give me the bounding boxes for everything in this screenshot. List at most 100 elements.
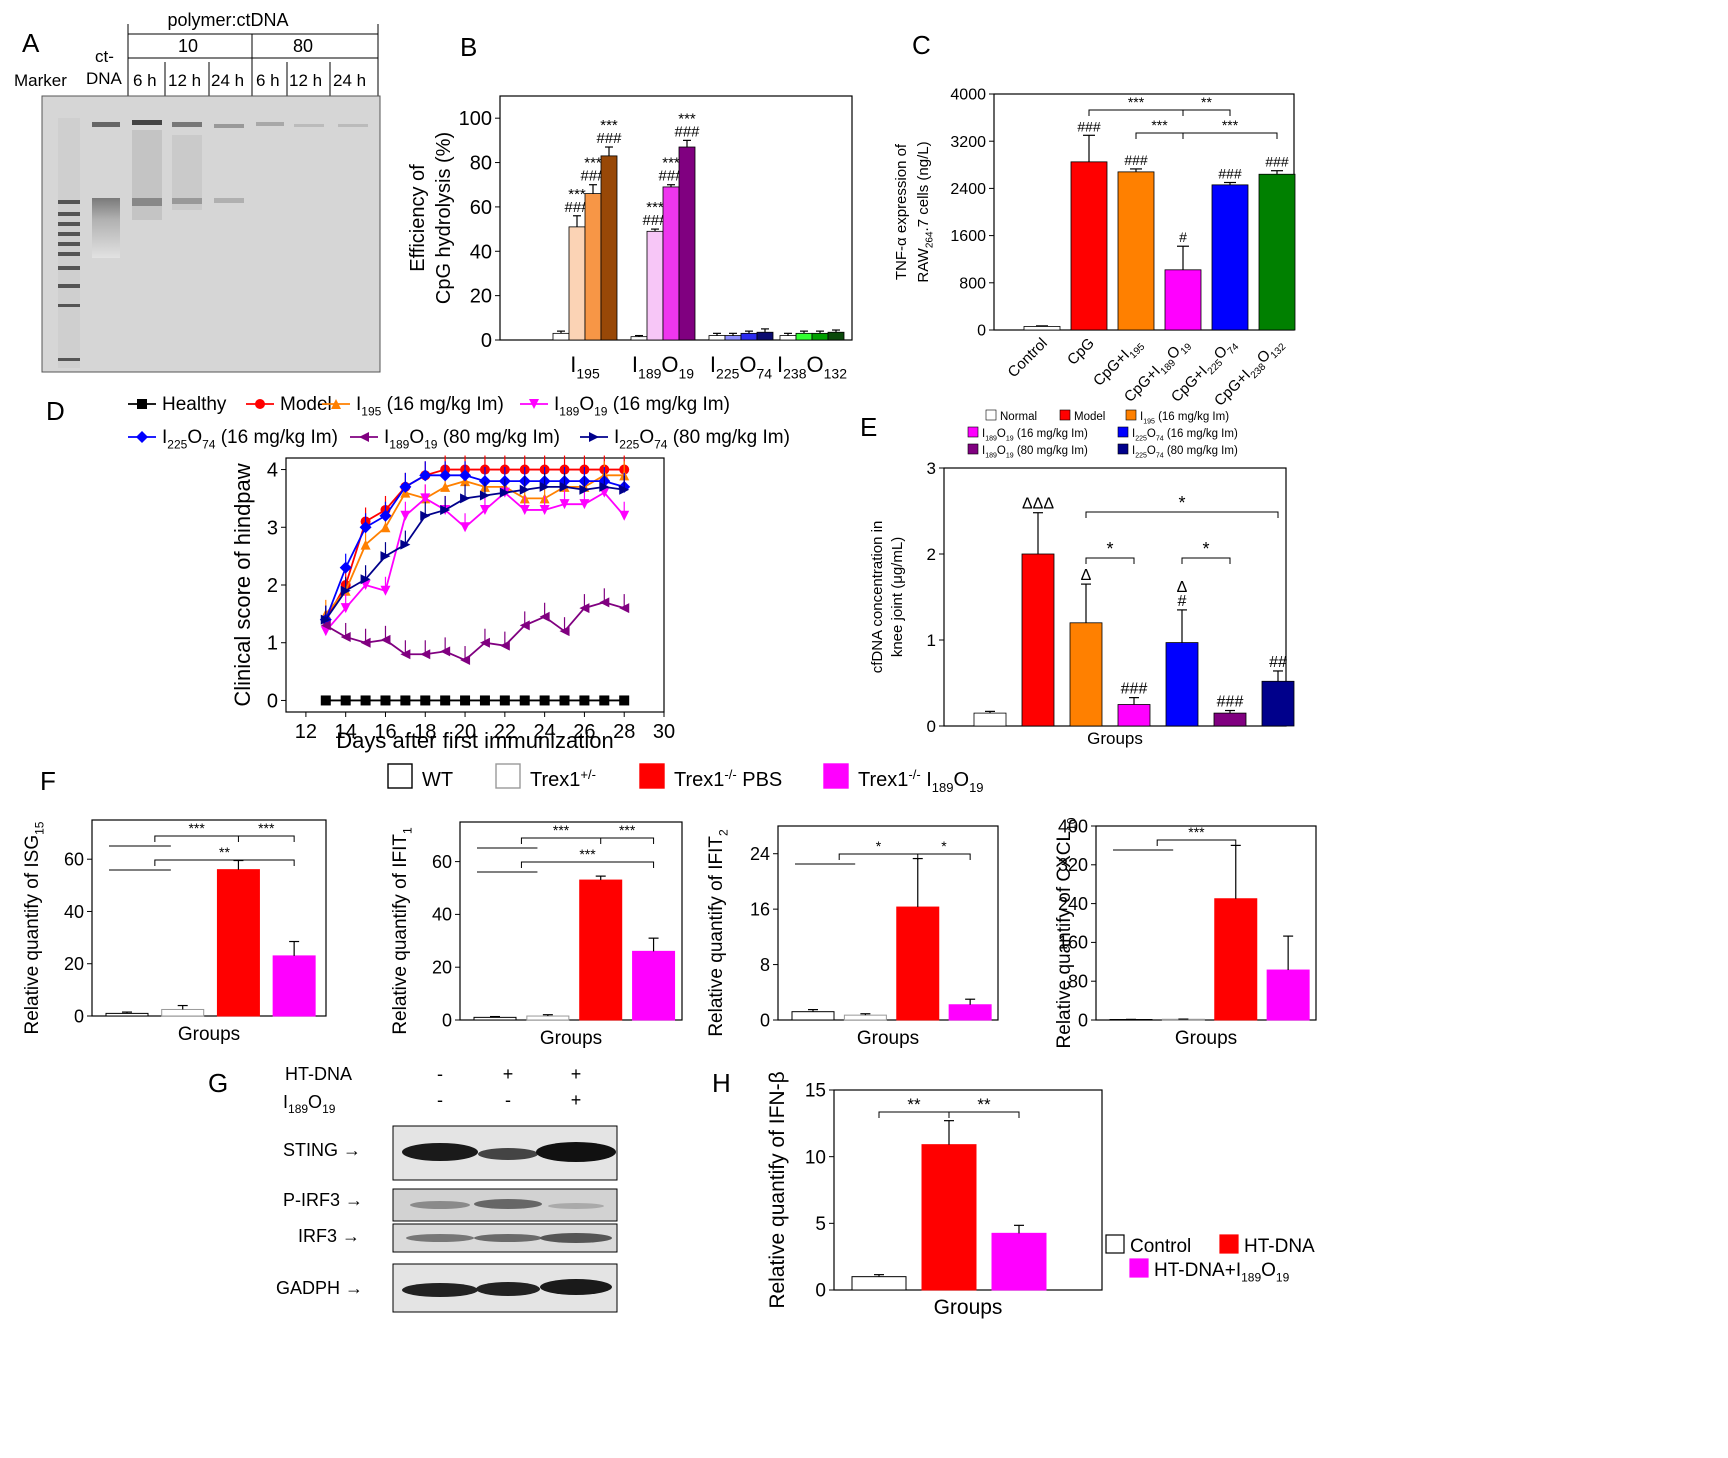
bar — [896, 906, 940, 1021]
y-tick-label: 60 — [470, 197, 492, 219]
y-tick-label: 0 — [815, 1281, 826, 1302]
data-point — [420, 649, 431, 660]
y-axis-label: cfDNA concentration in — [869, 521, 886, 674]
bar-annotation: ### — [580, 168, 606, 185]
bar — [568, 226, 586, 341]
bar — [552, 332, 570, 341]
legend-swatch — [823, 763, 849, 789]
legend-label: Trex1-/-​ I189​O19​ — [858, 767, 984, 795]
data-point — [380, 551, 391, 562]
y-tick-label: 320 — [1058, 855, 1088, 875]
panel-g-treatment-polymer: I189O19 — [283, 1092, 336, 1116]
bar-annotation: ### — [1124, 152, 1148, 168]
data-point — [619, 510, 630, 521]
y-axis-label: Efficiency of — [407, 164, 429, 272]
legend-label: I195​ (16 mg/kg Im) — [1140, 411, 1229, 425]
series-path — [325, 601, 625, 662]
bar-annotation: ### — [674, 123, 700, 140]
bar-annotation: *** — [600, 117, 618, 134]
y-tick-label: 400 — [1058, 816, 1088, 836]
bar-annotation: ### — [596, 130, 622, 147]
significance-label: ** — [907, 1095, 921, 1114]
bar — [584, 193, 602, 341]
series-path — [325, 485, 625, 621]
bar — [973, 712, 1007, 727]
subplot: 0 8 16 24 Relative quantify of IFIT2​ Groups *… — [706, 825, 999, 1049]
chart-c: 0 800 1600 2400 3200 4000 TNF-α expression of R… — [893, 87, 1296, 410]
panel-b-letter: B — [460, 32, 477, 62]
y-tick-label: 0 — [481, 330, 492, 352]
data-point — [340, 585, 351, 596]
series-line — [320, 695, 630, 706]
plot-frame — [1095, 825, 1317, 1021]
data-point — [599, 481, 610, 492]
panel-f-letter: F — [40, 766, 56, 796]
series-line — [320, 478, 630, 637]
data-point — [360, 637, 371, 648]
panel-a-lane-12h-2: 12 h — [289, 71, 322, 90]
bar-annotation: ### — [1077, 118, 1101, 134]
gel-image — [41, 95, 381, 373]
bar-annotation: ### — [642, 212, 668, 229]
data-point — [255, 399, 265, 409]
data-point — [529, 399, 539, 409]
legend-swatch — [639, 763, 665, 789]
significance-bracket — [520, 837, 655, 844]
panel-a-lane-12h-1: 12 h — [168, 71, 201, 90]
y-tick-label: 20 — [470, 286, 492, 308]
y-tick-label: 2 — [927, 545, 936, 564]
legend-swatch — [1117, 426, 1129, 438]
panel-a-marker-label: Marker — [14, 71, 67, 90]
panel-g: G HT-DNA I189O19 - + + - - + STING → P-I… — [208, 1064, 618, 1313]
panel-a-lane-6h-2: 6 h — [256, 71, 280, 90]
x-axis-label: Groups — [857, 1028, 919, 1049]
data-point — [340, 631, 351, 642]
legend-label: I225​O74​ (16 mg/kg Im) — [162, 427, 338, 452]
legend-swatch — [967, 426, 979, 438]
bar — [795, 332, 813, 341]
bar — [779, 335, 797, 341]
bar-annotation: ## — [1269, 654, 1287, 671]
bar — [630, 336, 648, 341]
y-tick-label: 3 — [267, 517, 278, 539]
panel-e: E 0 1 2 3 cfDNA concentration in knee joint (… — [860, 409, 1295, 748]
bar-annotation: # — [1178, 593, 1187, 610]
x-tick-label: 24 — [534, 721, 556, 743]
data-point — [380, 634, 391, 645]
data-point — [599, 597, 610, 608]
bar — [708, 335, 726, 341]
y-axis-label: RAW264​.7 cells (ng/L) — [915, 141, 936, 282]
data-point — [399, 480, 412, 493]
series-line — [320, 472, 630, 625]
data-point — [360, 695, 371, 706]
legend-label: Model — [1074, 411, 1105, 423]
x-tick-label: 30 — [653, 721, 675, 743]
data-point — [589, 432, 599, 442]
data-point — [499, 640, 510, 651]
y-tick-label: 20 — [432, 958, 452, 978]
x-tick-label: 20 — [454, 721, 476, 743]
bar — [843, 1014, 887, 1021]
data-point — [619, 484, 630, 495]
data-point — [499, 695, 510, 706]
panel-a-lane-24h-2: 24 h — [333, 71, 366, 90]
bar — [1117, 171, 1155, 331]
data-point — [360, 539, 371, 550]
data-point — [379, 509, 392, 522]
bar-annotation: ### — [1217, 694, 1244, 711]
y-tick-label: 10 — [805, 1147, 826, 1168]
data-point — [539, 611, 550, 622]
legend-swatch — [1219, 1234, 1239, 1254]
data-point — [440, 646, 451, 657]
y-tick-label: 160 — [1058, 933, 1088, 953]
legend-label: Healthy — [162, 394, 227, 415]
data-point — [579, 499, 590, 510]
significance-bracket — [154, 835, 295, 842]
panel-a: A polymer:ctDNA 10 80 Marker ct- DNA 6 h… — [14, 10, 381, 373]
y-tick-label: 0 — [442, 1010, 452, 1030]
y-tick-label: 0 — [267, 690, 278, 712]
data-point — [479, 637, 490, 648]
bar — [1021, 553, 1055, 727]
y-tick-label: 40 — [432, 905, 452, 925]
y-tick-label: 1 — [927, 631, 936, 650]
